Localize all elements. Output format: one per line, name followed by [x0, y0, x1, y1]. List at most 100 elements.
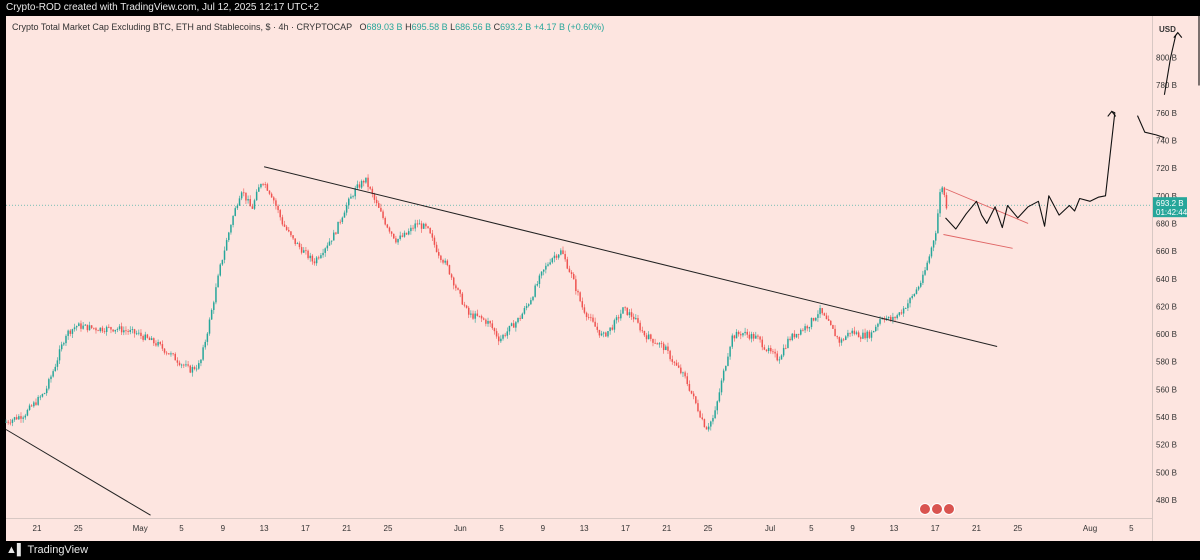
candle-body [872, 330, 875, 333]
price-tag-countdown: 01:42:44 [1156, 208, 1188, 217]
candle-body [740, 334, 742, 336]
price-axis[interactable] [1152, 16, 1200, 541]
candle-body [935, 233, 937, 241]
candle-body [744, 331, 746, 334]
candle-body [746, 331, 748, 335]
candle-body [628, 312, 631, 316]
candle-body [418, 223, 421, 225]
candle-body [832, 325, 834, 329]
candle-body [917, 286, 920, 290]
candle-body [320, 255, 322, 259]
candle-body [172, 353, 174, 355]
candle-body [795, 333, 798, 338]
candle-body [185, 364, 187, 366]
candle-body [605, 332, 607, 337]
candle-body [50, 376, 52, 380]
x-tick-label: 5 [499, 524, 504, 533]
candle-body [504, 334, 506, 336]
candle-body [562, 250, 564, 255]
candle-body [641, 330, 644, 332]
plot-area[interactable] [6, 16, 1152, 541]
candle-body [120, 326, 123, 333]
candle-body [540, 271, 543, 276]
candle-body [491, 323, 494, 329]
candle-body [750, 334, 753, 339]
candle-body [283, 224, 286, 227]
x-tick-label: Jun [454, 524, 467, 533]
open-value: 689.03 B [366, 22, 403, 32]
candle-body [875, 326, 877, 331]
candle-body [183, 364, 185, 366]
candle-body [941, 187, 943, 193]
candle-body [530, 300, 532, 305]
candle-body [686, 376, 689, 385]
candle-body [662, 343, 665, 351]
candle-body [915, 289, 918, 294]
candle-body [767, 347, 770, 351]
candle-body [797, 333, 800, 335]
low-value: 686.56 B [455, 22, 492, 32]
candle-body [757, 335, 759, 337]
candle-body [294, 238, 296, 244]
x-tick-label: May [133, 524, 148, 533]
candle-body [680, 367, 682, 374]
candle-body [926, 262, 928, 271]
candle-body [836, 336, 838, 338]
candle-body [354, 188, 356, 197]
candle-body [617, 317, 620, 319]
candle-body [699, 411, 701, 418]
candle-body [326, 245, 329, 249]
candle-body [572, 274, 575, 280]
candle-body [911, 296, 913, 298]
candle-body [260, 183, 262, 188]
footer-bar: ▲▌ TradingView [0, 541, 1200, 560]
y-tick-label: 700 B [1156, 192, 1177, 201]
candle-body [20, 416, 22, 419]
candle-body [187, 364, 189, 366]
candle-body [440, 255, 442, 261]
candle-body [416, 223, 419, 225]
candle-body [459, 289, 461, 294]
candle-body [262, 183, 264, 185]
candle-body [371, 188, 374, 194]
candle-body [913, 293, 916, 297]
candle-body [602, 332, 605, 334]
candle-body [88, 325, 91, 331]
wedge-line-1 [943, 234, 1013, 249]
candle-body [671, 359, 674, 362]
candle-body [611, 327, 614, 330]
candle-body [632, 316, 635, 320]
candle-body [643, 330, 646, 336]
candle-body [393, 233, 395, 239]
candle-body [785, 347, 787, 349]
x-tick-label: Aug [1083, 524, 1097, 533]
y-tick-label: 560 B [1156, 385, 1177, 394]
candle-body [228, 232, 230, 241]
candle-body [765, 349, 768, 351]
candle-body [195, 368, 198, 370]
time-axis[interactable] [6, 518, 1152, 541]
candle-body [457, 288, 459, 290]
candle-body [455, 285, 457, 289]
candle-body [58, 349, 61, 361]
candle-body [41, 394, 44, 397]
candle-body [819, 308, 821, 315]
candle-body [545, 265, 547, 270]
candle-body [5, 421, 7, 423]
x-tick-label: 13 [260, 524, 269, 533]
candle-body [521, 313, 524, 319]
candle-body [225, 240, 228, 251]
candle-body [943, 187, 946, 196]
x-tick-label: 25 [704, 524, 713, 533]
candle-body [804, 326, 806, 331]
candle-body [28, 405, 31, 410]
candle-body [69, 330, 72, 334]
low-label: L [450, 22, 456, 32]
candle-body [399, 235, 401, 239]
candle-body [512, 323, 515, 328]
candle-body [305, 250, 307, 252]
candle-body [650, 334, 652, 339]
candle-body [341, 217, 344, 223]
candle-body [403, 232, 406, 237]
